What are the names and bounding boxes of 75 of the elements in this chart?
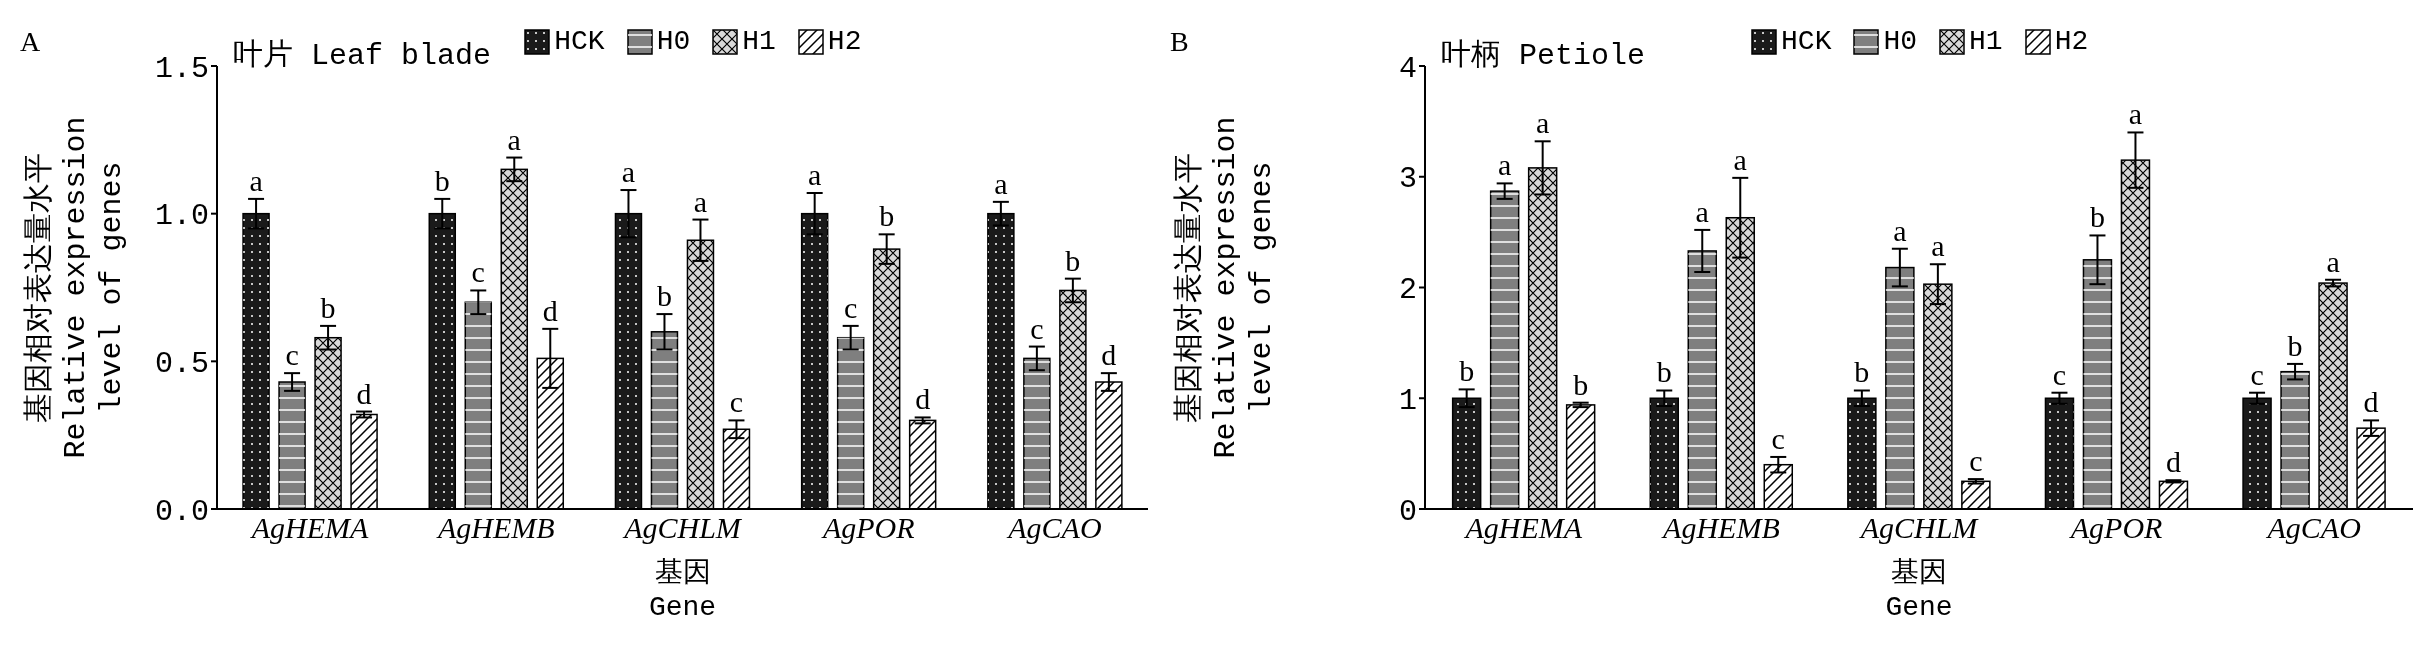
data-label: a [1733,142,1747,176]
data-label: c [729,385,744,419]
data-label: b [656,279,672,313]
legend-label: H0 [656,26,691,57]
data-label: b [1065,243,1081,277]
data-label: c [2250,357,2264,391]
data-label: a [1536,106,1550,140]
data-label: d [542,293,558,327]
data-label: b [320,290,336,324]
data-label: c [1969,444,1983,478]
data-label: d [2165,445,2181,479]
y-tick-label: 1.5 [154,51,209,86]
y-tick-label: 0.0 [154,494,209,529]
data-label: b [434,163,450,197]
data-label: a [507,122,521,156]
data-label: c [471,255,485,289]
data-label: c [1771,421,1785,455]
x-axis-title: 基因 Gene [1885,557,1953,623]
data-label: a [808,157,822,191]
x-tick-label: AgCHLM [1858,511,1980,545]
data-label: b [1573,367,1589,401]
text: A [20,26,41,58]
data-label: a [1893,213,1907,247]
x-tick-label: AgPOR [820,511,915,545]
legend-label: H0 [1883,26,1918,57]
data-label: d [356,376,372,410]
x-axis-title: 基因 Gene [648,557,717,623]
x-tick-label: AgHEMB [435,511,555,545]
y-tick-label: 0.5 [154,346,209,381]
data-label: b [1854,355,1870,389]
chart-title: 叶片 Leaf blade [233,38,492,75]
data-label: a [249,163,263,197]
text: B [1170,26,1189,58]
data-label: a [693,184,708,218]
y-tick-label: 0 [1398,494,1417,529]
data-label: a [994,166,1008,200]
legend-label: H1 [742,26,776,57]
y-tick-label: 1.0 [154,199,209,234]
x-tick-label: AgCHLM [622,511,743,545]
data-label: a [1931,229,1945,263]
data-label: c [1030,311,1044,345]
y-tick-label: 1 [1398,383,1417,418]
data-label: a [1498,148,1512,182]
data-label: c [2052,357,2067,391]
x-tick-label: AgCAO [1006,511,1102,545]
x-tick-label: AgHEMB [1661,511,1780,545]
data-label: b [2089,200,2105,234]
y-axis-title: 基因相对表达量水平 Relative expression level of genes [23,116,129,459]
data-label: b [879,199,895,233]
legend-label: HCK [554,26,605,57]
legend-label: H1 [1969,26,2003,57]
x-tick-label: AgHEMA [249,511,370,545]
y-tick-label: 2 [1398,273,1417,308]
data-label: a [2326,244,2340,278]
y-tick-label: 4 [1398,51,1417,86]
x-tick-label: AgPOR [2068,511,2163,545]
legend-label: HCK [1781,26,1832,57]
legend-label: H2 [2054,26,2089,57]
data-label: c [285,338,299,372]
data-label: b [2287,328,2303,362]
data-label: c [844,290,858,324]
legend-label: H2 [827,26,862,57]
data-label: a [1695,194,1709,228]
data-label: b [1656,355,1672,389]
data-label: d [2363,385,2379,419]
data-label: d [915,382,931,416]
data-label: b [1459,354,1475,388]
x-tick-label: AgHEMA [1463,511,1583,545]
y-tick-label: 3 [1398,162,1417,197]
data-label: d [1101,338,1117,372]
y-axis-title: 基因相对表达量水平 Relative expression level of genes [1173,116,1279,459]
chart-title: 叶柄 Petiole [1441,38,1646,75]
x-tick-label: AgCAO [2265,511,2361,545]
data-label: a [2128,97,2143,131]
data-label: a [621,155,636,189]
